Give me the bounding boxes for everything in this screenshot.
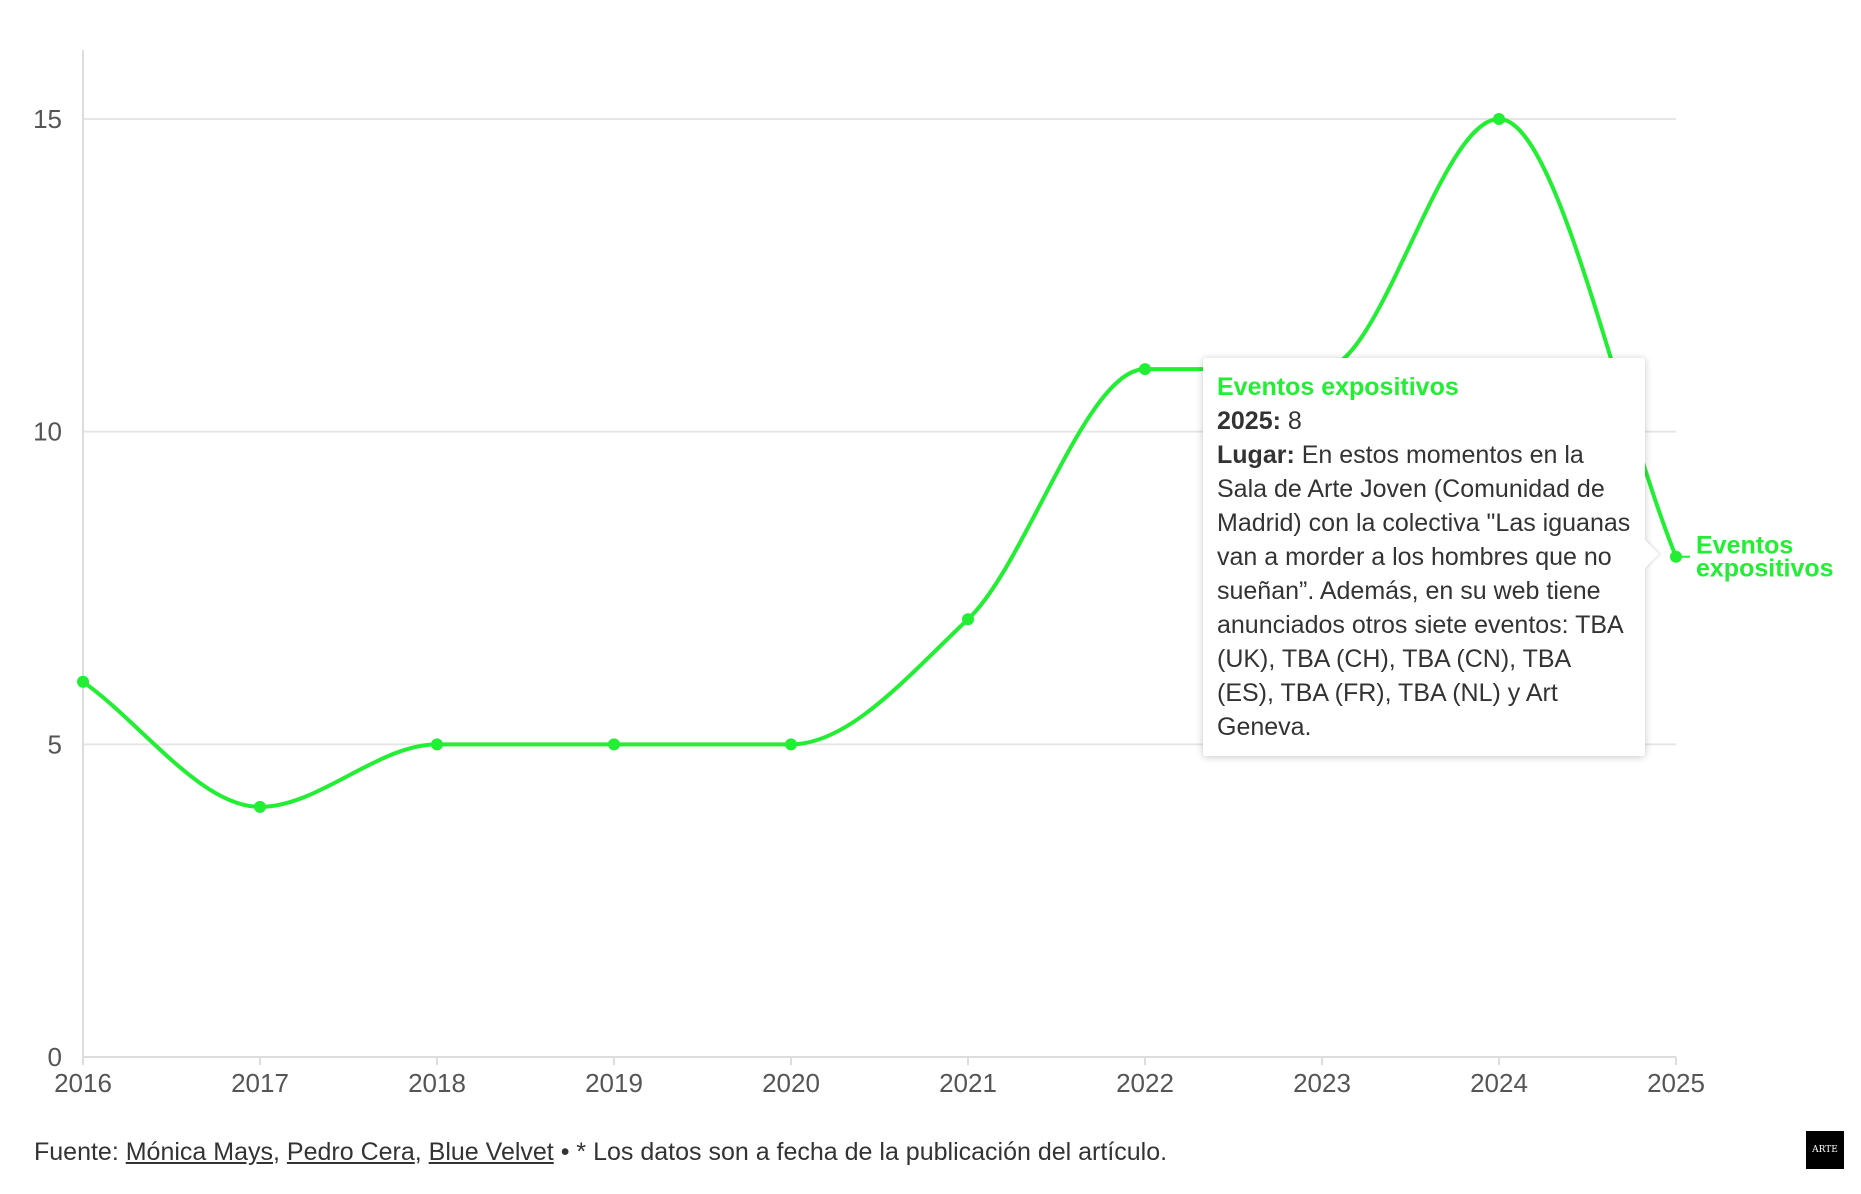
x-tick-label-2019: 2019 [585,1068,643,1098]
publisher-logo[interactable]: ARTE [1806,1131,1844,1169]
x-tick-label-2023: 2023 [1293,1068,1351,1098]
tooltip-year-label: 2025: [1217,407,1281,435]
footer-note: • * Los datos son a fecha de la publicac… [560,1138,1168,1166]
data-point-2022 [1139,363,1151,376]
y-tick-label-5: 5 [48,729,62,759]
y-tick-label-15: 15 [33,104,62,134]
data-point-2020 [785,738,797,751]
data-point-2017 [254,800,266,813]
footer-prefix: Fuente: [34,1138,119,1166]
tooltip-lugar-text: En estos momentos en la Sala de Arte Jov… [1217,441,1631,741]
tooltip-title: Eventos expositivos [1217,373,1459,401]
data-point-2018 [431,738,443,751]
y-tick-label-0: 0 [48,1042,62,1072]
footer-separator: , [273,1138,280,1166]
series-label-line-2: expositivos [1696,555,1834,583]
x-tick-label-2024: 2024 [1470,1068,1528,1098]
tooltip-year-row: 2025: 8 [1217,404,1631,438]
source-link-blue-velvet[interactable]: Blue Velvet [428,1138,554,1166]
x-tick-label-2020: 2020 [762,1068,820,1098]
data-point-2019 [608,738,620,751]
source-link-monica-mays[interactable]: Mónica Mays [125,1138,273,1166]
x-tick-label-2021: 2021 [939,1068,997,1098]
data-point-2024 [1493,113,1505,125]
x-tick-label-2017: 2017 [231,1068,289,1098]
y-axis-tick-labels: 0 5 10 15 [33,104,62,1072]
tooltip-lugar-row: Lugar: En estos momentos en la Sala de A… [1217,438,1631,744]
x-axis-tick-labels: 2016 2017 2018 2019 2020 2021 2022 2023 2024 2025 [54,1068,1705,1098]
logo-text: ARTE [1812,1145,1838,1155]
axes [82,50,1677,1065]
source-footer: Fuente: Mónica Mays, Pedro Cera, Blue Ve… [34,1138,1167,1167]
data-point-2025 [1670,550,1682,563]
series-label-line-1: Eventos [1696,532,1793,560]
source-link-pedro-cera[interactable]: Pedro Cera [286,1138,415,1166]
tooltip-year-value: 8 [1287,407,1302,435]
tooltip: Eventos expositivos 2025: 8 Lugar: En es… [1203,358,1645,756]
x-tick-label-2016: 2016 [54,1068,112,1098]
tooltip-pointer [1645,540,1659,568]
data-point-2016 [77,675,89,688]
x-tick-label-2025: 2025 [1647,1068,1705,1098]
x-tick-label-2018: 2018 [408,1068,466,1098]
tooltip-lugar-label: Lugar: [1217,441,1295,469]
data-point-2021 [962,613,974,626]
x-tick-label-2022: 2022 [1116,1068,1174,1098]
y-tick-label-10: 10 [33,417,62,447]
footer-separator: , [414,1138,422,1166]
